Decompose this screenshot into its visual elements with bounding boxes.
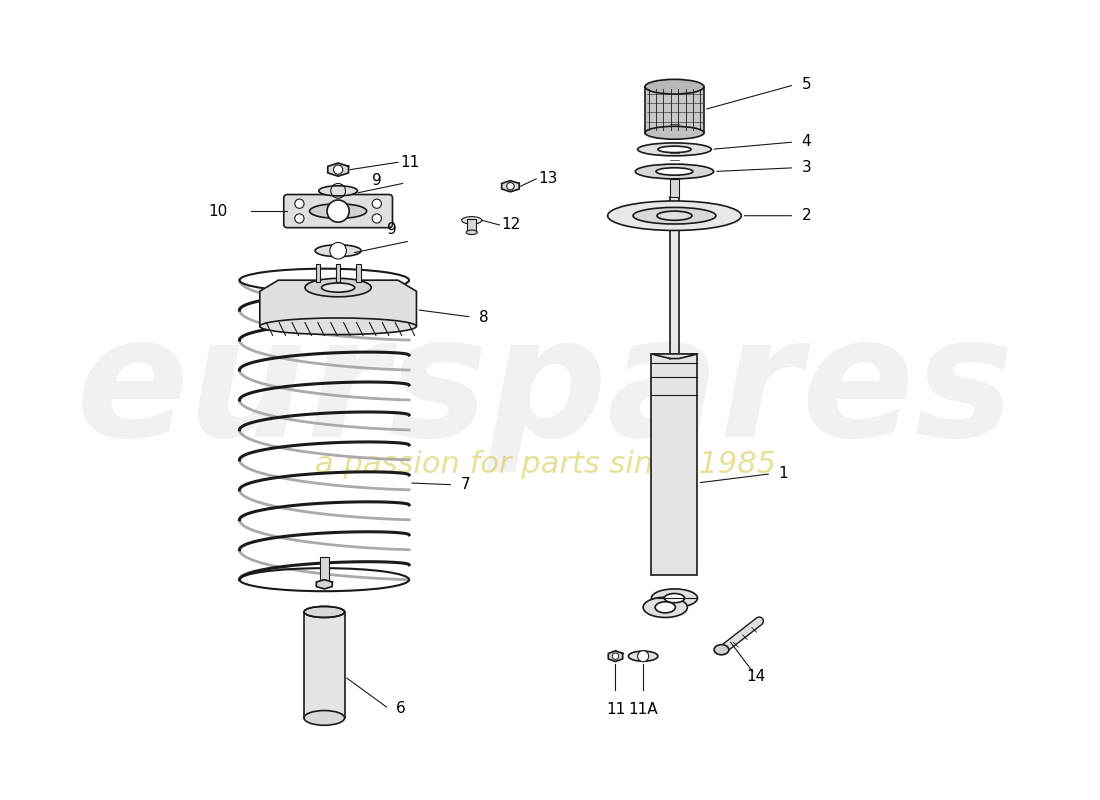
Polygon shape: [328, 163, 349, 176]
Ellipse shape: [658, 146, 691, 153]
Bar: [645, 86, 704, 133]
Bar: [320, 557, 329, 584]
Polygon shape: [608, 650, 623, 662]
Circle shape: [507, 182, 514, 190]
Text: 8: 8: [480, 310, 488, 325]
Circle shape: [333, 165, 343, 174]
Ellipse shape: [321, 283, 354, 292]
Circle shape: [295, 199, 304, 208]
Ellipse shape: [714, 645, 729, 654]
Text: 11A: 11A: [628, 702, 658, 718]
Ellipse shape: [319, 186, 358, 196]
FancyBboxPatch shape: [284, 194, 393, 228]
Text: 7: 7: [461, 478, 471, 492]
Ellipse shape: [309, 204, 366, 218]
Text: 6: 6: [396, 701, 406, 716]
Text: 11: 11: [606, 702, 625, 718]
Text: a passion for parts since 1985: a passion for parts since 1985: [315, 450, 776, 479]
Ellipse shape: [651, 589, 697, 607]
Ellipse shape: [656, 602, 675, 613]
Ellipse shape: [657, 211, 692, 220]
Text: 3: 3: [802, 160, 812, 175]
Text: eurspares: eurspares: [76, 310, 1015, 472]
Circle shape: [372, 199, 382, 208]
Polygon shape: [502, 181, 519, 192]
Circle shape: [372, 214, 382, 223]
Text: 5: 5: [802, 78, 812, 92]
Ellipse shape: [315, 245, 361, 257]
Text: 12: 12: [502, 218, 520, 233]
Polygon shape: [260, 280, 417, 326]
Text: 11: 11: [400, 154, 419, 170]
Text: 9: 9: [387, 222, 397, 237]
Ellipse shape: [636, 164, 714, 179]
Bar: [468, 219, 476, 232]
Ellipse shape: [260, 318, 417, 334]
Ellipse shape: [645, 79, 704, 94]
Bar: [304, 612, 344, 718]
Polygon shape: [317, 580, 332, 589]
Ellipse shape: [628, 651, 658, 662]
Bar: [336, 264, 340, 282]
Circle shape: [330, 242, 346, 259]
Ellipse shape: [304, 710, 344, 726]
Text: 2: 2: [802, 208, 812, 223]
Text: 10: 10: [208, 203, 228, 218]
Bar: [670, 198, 679, 358]
Circle shape: [327, 200, 349, 222]
Bar: [316, 264, 320, 282]
Ellipse shape: [656, 168, 693, 175]
Polygon shape: [651, 354, 697, 358]
Ellipse shape: [644, 597, 688, 618]
Ellipse shape: [466, 230, 477, 234]
Text: 1: 1: [779, 466, 789, 482]
Text: 13: 13: [538, 171, 558, 186]
Ellipse shape: [645, 126, 704, 139]
Ellipse shape: [304, 606, 344, 618]
Circle shape: [295, 214, 304, 223]
Text: 4: 4: [802, 134, 812, 150]
Circle shape: [613, 653, 618, 659]
Bar: [651, 354, 697, 575]
Bar: [670, 179, 679, 198]
Ellipse shape: [632, 207, 716, 224]
Ellipse shape: [305, 278, 372, 297]
Ellipse shape: [607, 201, 741, 230]
Text: 9: 9: [372, 173, 382, 188]
Ellipse shape: [462, 217, 482, 224]
Bar: [356, 264, 361, 282]
Text: 14: 14: [746, 669, 766, 684]
Ellipse shape: [638, 143, 712, 156]
Ellipse shape: [664, 594, 684, 602]
Circle shape: [638, 650, 649, 662]
